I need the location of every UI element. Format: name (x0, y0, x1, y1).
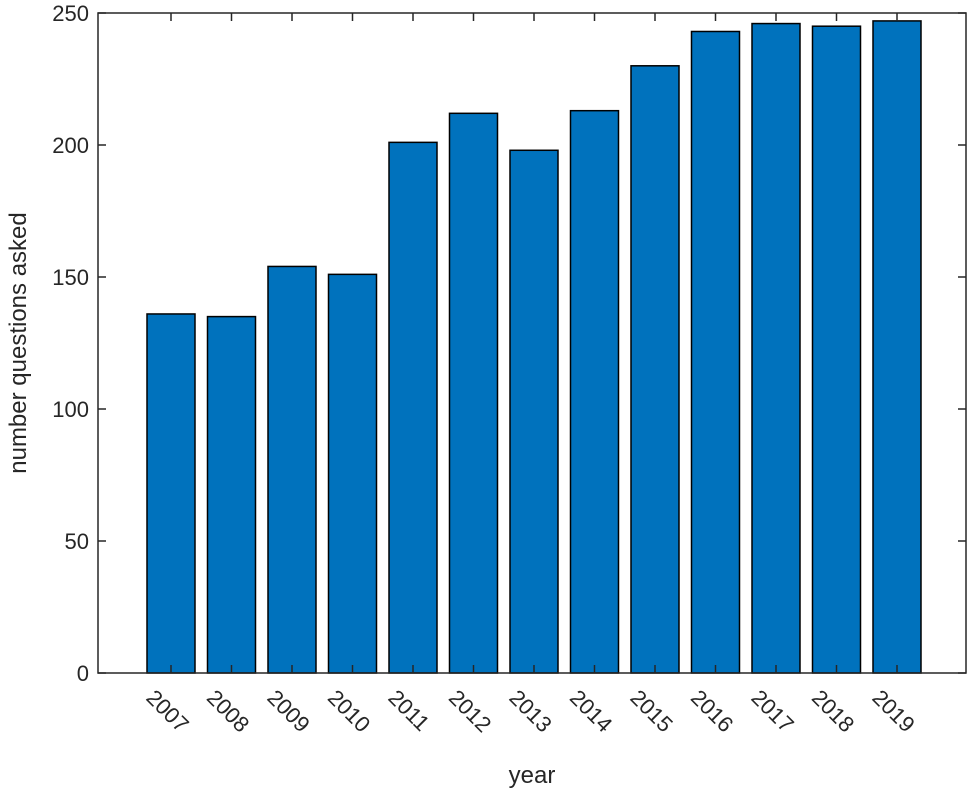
x-tick-label: 2016 (686, 685, 738, 737)
bar-2015 (630, 65, 680, 674)
x-tick-label: 2010 (323, 685, 375, 737)
bar-2008 (206, 315, 257, 674)
y-axis-label: number questions asked (5, 212, 32, 474)
x-tick-label: 2008 (202, 685, 254, 737)
axes-box (97, 12, 967, 674)
bar-2014 (569, 109, 620, 674)
bar-2018 (811, 25, 862, 674)
y-tick-label: 100 (52, 397, 89, 422)
bar-2009 (267, 265, 317, 674)
x-tick-label: 2011 (383, 685, 434, 736)
y-tick-label: 250 (52, 1, 89, 26)
y-tick-label: 200 (52, 133, 89, 158)
bar-2010 (327, 273, 378, 674)
x-axis-label: year (509, 762, 556, 789)
x-tick-label: 2015 (625, 685, 677, 737)
x-tick-label: 2018 (807, 685, 859, 737)
bars-group (146, 20, 922, 674)
x-tick-label: 2013 (504, 685, 556, 737)
x-tick-label: 2007 (141, 685, 193, 737)
x-tick-label: 2014 (565, 685, 617, 737)
y-tick-label: 0 (77, 661, 89, 686)
bar-2011 (388, 141, 438, 674)
bar-2007 (146, 313, 196, 674)
x-tick-label: 2009 (262, 685, 314, 737)
x-tick-label: 2012 (444, 685, 496, 737)
x-tick-label: 2017 (746, 685, 798, 737)
bar-2019 (872, 20, 922, 674)
bar-2017 (751, 22, 801, 674)
y-ticks-group: 0 50 100 150 200 250 (52, 1, 966, 686)
y-tick-label: 150 (52, 265, 89, 290)
bar-2013 (509, 149, 559, 674)
x-tick-label: 2019 (867, 685, 919, 737)
y-tick-label: 50 (65, 529, 89, 554)
bar-2012 (448, 112, 499, 674)
bar-2016 (690, 30, 741, 674)
